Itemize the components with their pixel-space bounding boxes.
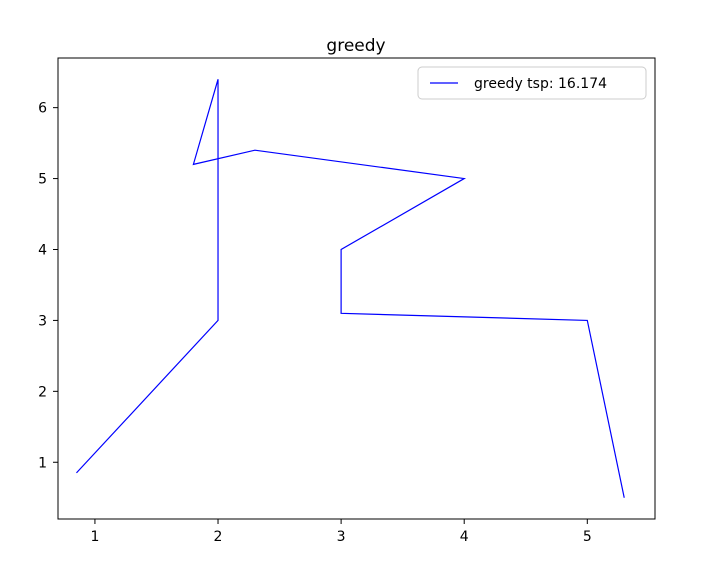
x-tick-label-2: 2 <box>214 529 223 545</box>
series-layer <box>76 79 625 498</box>
legend: greedy tsp: 16.174 <box>417 66 647 100</box>
x-tick-label-4: 4 <box>460 529 469 545</box>
x-axis: 1 2 3 4 5 <box>90 519 592 545</box>
y-tick-label-5: 5 <box>38 172 47 188</box>
y-tick-label-6: 6 <box>38 101 47 117</box>
legend-label: greedy tsp: 16.174 <box>474 76 607 92</box>
y-tick-label-1: 1 <box>38 455 47 471</box>
x-tick-label-3: 3 <box>337 529 346 545</box>
legend-box <box>417 66 647 100</box>
plot-frame <box>57 57 656 520</box>
y-tick-label-3: 3 <box>38 313 47 329</box>
x-tick-label-1: 1 <box>90 529 99 545</box>
y-tick-label-4: 4 <box>38 242 47 258</box>
y-tick-label-2: 2 <box>38 384 47 400</box>
x-tick-label-5: 5 <box>583 529 592 545</box>
series-line-0 <box>76 79 625 498</box>
y-axis: 1 2 3 4 5 6 <box>38 101 58 471</box>
chart-title: greedy <box>326 36 385 56</box>
